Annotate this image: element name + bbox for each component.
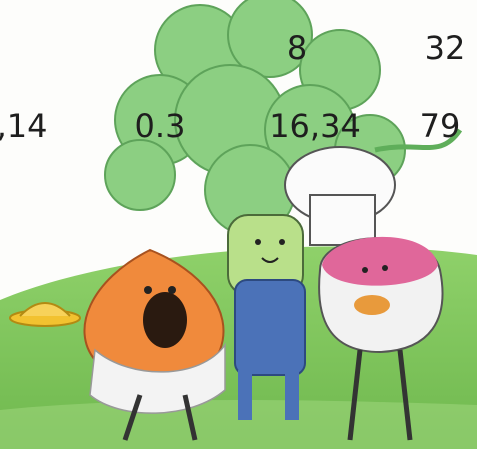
- page: ,14 0.3 16,34 79 8 32 (() => { const dat…: [0, 0, 477, 449]
- illustration: ,14 0.3 16,34 79 8 32: [0, 0, 477, 449]
- number-label: ,14: [0, 107, 47, 145]
- number-label: 79: [420, 107, 461, 145]
- number-label: 0.3: [135, 107, 186, 145]
- number-label: 16,34: [269, 107, 361, 145]
- number-label: 8: [287, 29, 307, 67]
- number-label: 32: [425, 29, 466, 67]
